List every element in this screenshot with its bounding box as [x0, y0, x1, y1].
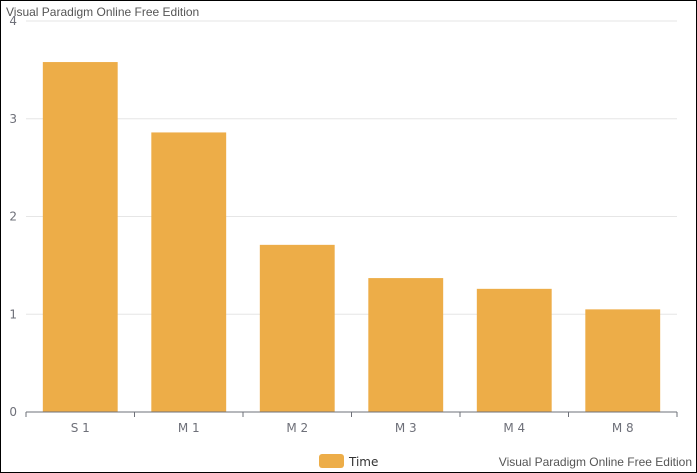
legend-swatch[interactable]	[319, 454, 344, 468]
bar[interactable]	[476, 288, 552, 412]
y-tick-label: 2	[9, 210, 17, 224]
y-axis: 0 1 2 3 4	[9, 14, 17, 419]
y-tick-label: 0	[9, 405, 17, 419]
legend-label[interactable]: Time	[348, 455, 378, 469]
y-tick-label: 4	[9, 14, 17, 28]
bar[interactable]	[585, 309, 661, 412]
bar[interactable]	[151, 132, 227, 412]
y-tick-label: 1	[9, 307, 17, 321]
bars	[42, 62, 661, 413]
y-tick-label: 3	[9, 112, 17, 126]
x-tick-label: M 2	[286, 421, 308, 435]
legend[interactable]: Time	[319, 454, 378, 469]
watermark-top: Visual Paradigm Online Free Edition	[6, 5, 200, 19]
bar[interactable]	[42, 62, 118, 413]
x-axis: S 1 M 1 M 2 M 3 M 4 M 8	[25, 411, 678, 435]
watermark-bottom: Visual Paradigm Online Free Edition	[498, 455, 692, 469]
x-tick-label: M 1	[178, 421, 200, 435]
x-tick-label: M 8	[612, 421, 634, 435]
x-tick-label: M 3	[395, 421, 417, 435]
grid-lines	[26, 20, 677, 315]
bar[interactable]	[259, 244, 335, 412]
bar[interactable]	[368, 278, 444, 412]
x-tick-label: M 4	[503, 421, 525, 435]
x-tick-label: S 1	[71, 421, 90, 435]
